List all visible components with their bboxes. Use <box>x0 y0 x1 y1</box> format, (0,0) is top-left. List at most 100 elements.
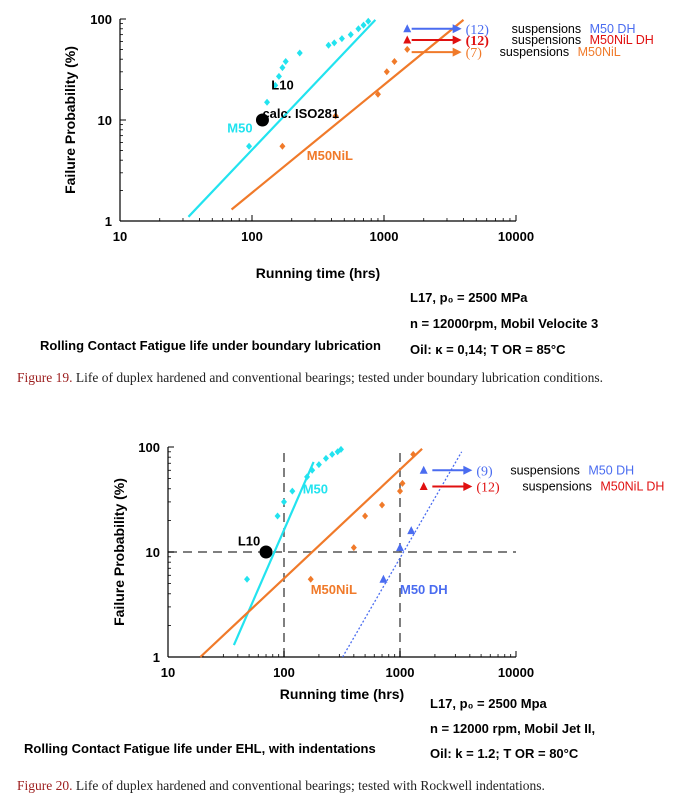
data-point-m50nil-5 <box>404 45 411 53</box>
suspension-count-0: (12) <box>466 23 490 38</box>
suspension-label-0: suspensions <box>512 22 582 36</box>
x-tick-label-1000: 1000 <box>386 665 415 680</box>
data-point-m50-5 <box>309 466 316 474</box>
data-point-m50-4 <box>304 473 311 481</box>
data-point-m50-dh-0 <box>379 574 388 583</box>
figure-19-label: Figure 19. <box>17 370 73 385</box>
data-point-m50nil-3 <box>379 501 386 509</box>
x-tick-label-10: 10 <box>161 665 175 680</box>
x-tick-label-100: 100 <box>273 665 295 680</box>
suspension-label-1: suspensions <box>522 480 592 494</box>
data-point-m50-10 <box>347 31 354 39</box>
x-axis-label: Running time (hrs) <box>256 265 380 281</box>
figure-20-label: Figure 20. <box>17 778 73 793</box>
annotation-m50nil: M50NiL <box>311 582 357 597</box>
suspension-series-2: M50NiL <box>578 45 621 59</box>
data-point-m50-3 <box>289 487 296 495</box>
data-point-m50-12 <box>360 21 367 29</box>
y-tick-label-10: 10 <box>146 545 160 560</box>
data-point-m50nil-2 <box>362 512 369 520</box>
data-point-m50-2 <box>281 498 287 506</box>
data-point-m50-6 <box>296 49 303 57</box>
data-point-m50-13 <box>365 17 372 25</box>
data-point-m50nil-4 <box>397 487 403 495</box>
suspension-marker-1 <box>419 482 428 491</box>
figure-19-caption: Figure 19. Life of duplex hardened and c… <box>17 368 662 387</box>
data-point-m50nil-1 <box>332 112 339 120</box>
data-point-m50-1 <box>264 98 271 106</box>
data-point-m50nil-1 <box>350 544 357 552</box>
test-condition-0: L17, p₀ = 2500 MPa <box>410 290 528 305</box>
annotation-l10: L10 <box>271 78 293 93</box>
data-point-m50-0 <box>246 142 253 150</box>
fit-line-m50 <box>187 19 377 218</box>
suspension-series-0: M50 DH <box>590 22 636 36</box>
x-tick-label-100: 100 <box>241 229 263 244</box>
y-tick-label-100: 100 <box>90 12 112 27</box>
x-tick-label-10000: 10000 <box>498 665 534 680</box>
data-point-m50-11 <box>355 25 362 33</box>
figure-20-caption: Figure 20. Life of duplex hardened and c… <box>17 776 662 795</box>
annotation-l10: L10 <box>238 534 260 549</box>
data-point-m50nil-5 <box>399 479 406 487</box>
suspension-count-1: (12) <box>476 481 500 496</box>
x-tick-label-10000: 10000 <box>498 229 534 244</box>
y-tick-label-1: 1 <box>153 650 160 665</box>
data-point-m50nil-0 <box>307 575 314 583</box>
data-point-m50-dh-1 <box>396 543 404 552</box>
figure-20-text: Life of duplex hardened and conventional… <box>72 778 545 793</box>
data-point-m50nil-6 <box>410 450 417 458</box>
data-point-m50-8 <box>331 39 338 47</box>
data-point-m50-5 <box>282 57 289 65</box>
data-point-m50-10 <box>337 445 344 453</box>
data-point-m50-4 <box>279 64 286 72</box>
annotation-m50: M50 <box>303 482 328 497</box>
suspension-arrow-head-1 <box>463 482 473 492</box>
data-point-m50-1 <box>274 512 281 520</box>
suspension-series-1: M50NiL DH <box>600 480 664 494</box>
suspension-label-0: suspensions <box>510 463 580 477</box>
x-tick-label-1000: 1000 <box>370 229 399 244</box>
y-axis-label: Failure Probability (%) <box>111 478 127 626</box>
data-point-m50-7 <box>325 41 332 49</box>
suspension-count-1: (12) <box>466 34 490 49</box>
data-point-m50-9 <box>338 35 345 43</box>
figure-19-text: Life of duplex hardened and conventional… <box>72 370 603 385</box>
fit-line-m50nil <box>199 448 423 658</box>
chart-label: Rolling Contact Fatigue life under EHL, … <box>24 741 376 756</box>
data-point-m50nil-0 <box>279 142 286 150</box>
suspension-arrow-head-0 <box>452 24 462 34</box>
suspension-count-2: (7) <box>466 46 483 61</box>
data-point-m50nil-2 <box>374 90 381 98</box>
annotation-m50-dh: M50 DH <box>400 582 448 597</box>
suspension-arrow-head-1 <box>452 35 462 45</box>
suspension-marker-1 <box>403 35 412 44</box>
y-tick-label-100: 100 <box>138 440 160 455</box>
data-point-m50nil-3 <box>383 68 390 76</box>
test-condition-0: L17, p₀ = 2500 Mpa <box>430 696 548 711</box>
annotation-m50nil: M50NiL <box>307 148 353 163</box>
annotation-calc-iso281: calc. ISO281 <box>262 106 339 121</box>
y-axis-label: Failure Probability (%) <box>62 46 78 194</box>
data-point-m50-6 <box>315 461 322 469</box>
suspension-arrow-head-0 <box>463 465 473 475</box>
annotation-m50: M50 <box>227 121 252 136</box>
suspension-label-1: suspensions <box>512 33 582 47</box>
suspension-marker-0 <box>419 465 428 474</box>
l10-point <box>259 545 273 559</box>
data-point-m50-dh-2 <box>407 526 416 535</box>
suspension-arrow-head-2 <box>452 47 462 57</box>
chart-label: Rolling Contact Fatigue life under bound… <box>40 338 381 353</box>
y-tick-label-1: 1 <box>105 214 112 229</box>
suspension-series-1: M50NiL DH <box>590 33 654 47</box>
y-tick-label-10: 10 <box>98 113 112 128</box>
test-condition-1: n = 12000 rpm, Mobil Jet II, <box>430 721 595 736</box>
l10-point <box>255 113 269 127</box>
fit-line-m50 <box>232 461 315 646</box>
data-point-m50-2 <box>272 81 279 89</box>
data-point-m50-8 <box>329 450 336 458</box>
data-point-m50-9 <box>334 448 341 456</box>
suspension-marker-0 <box>403 24 412 33</box>
